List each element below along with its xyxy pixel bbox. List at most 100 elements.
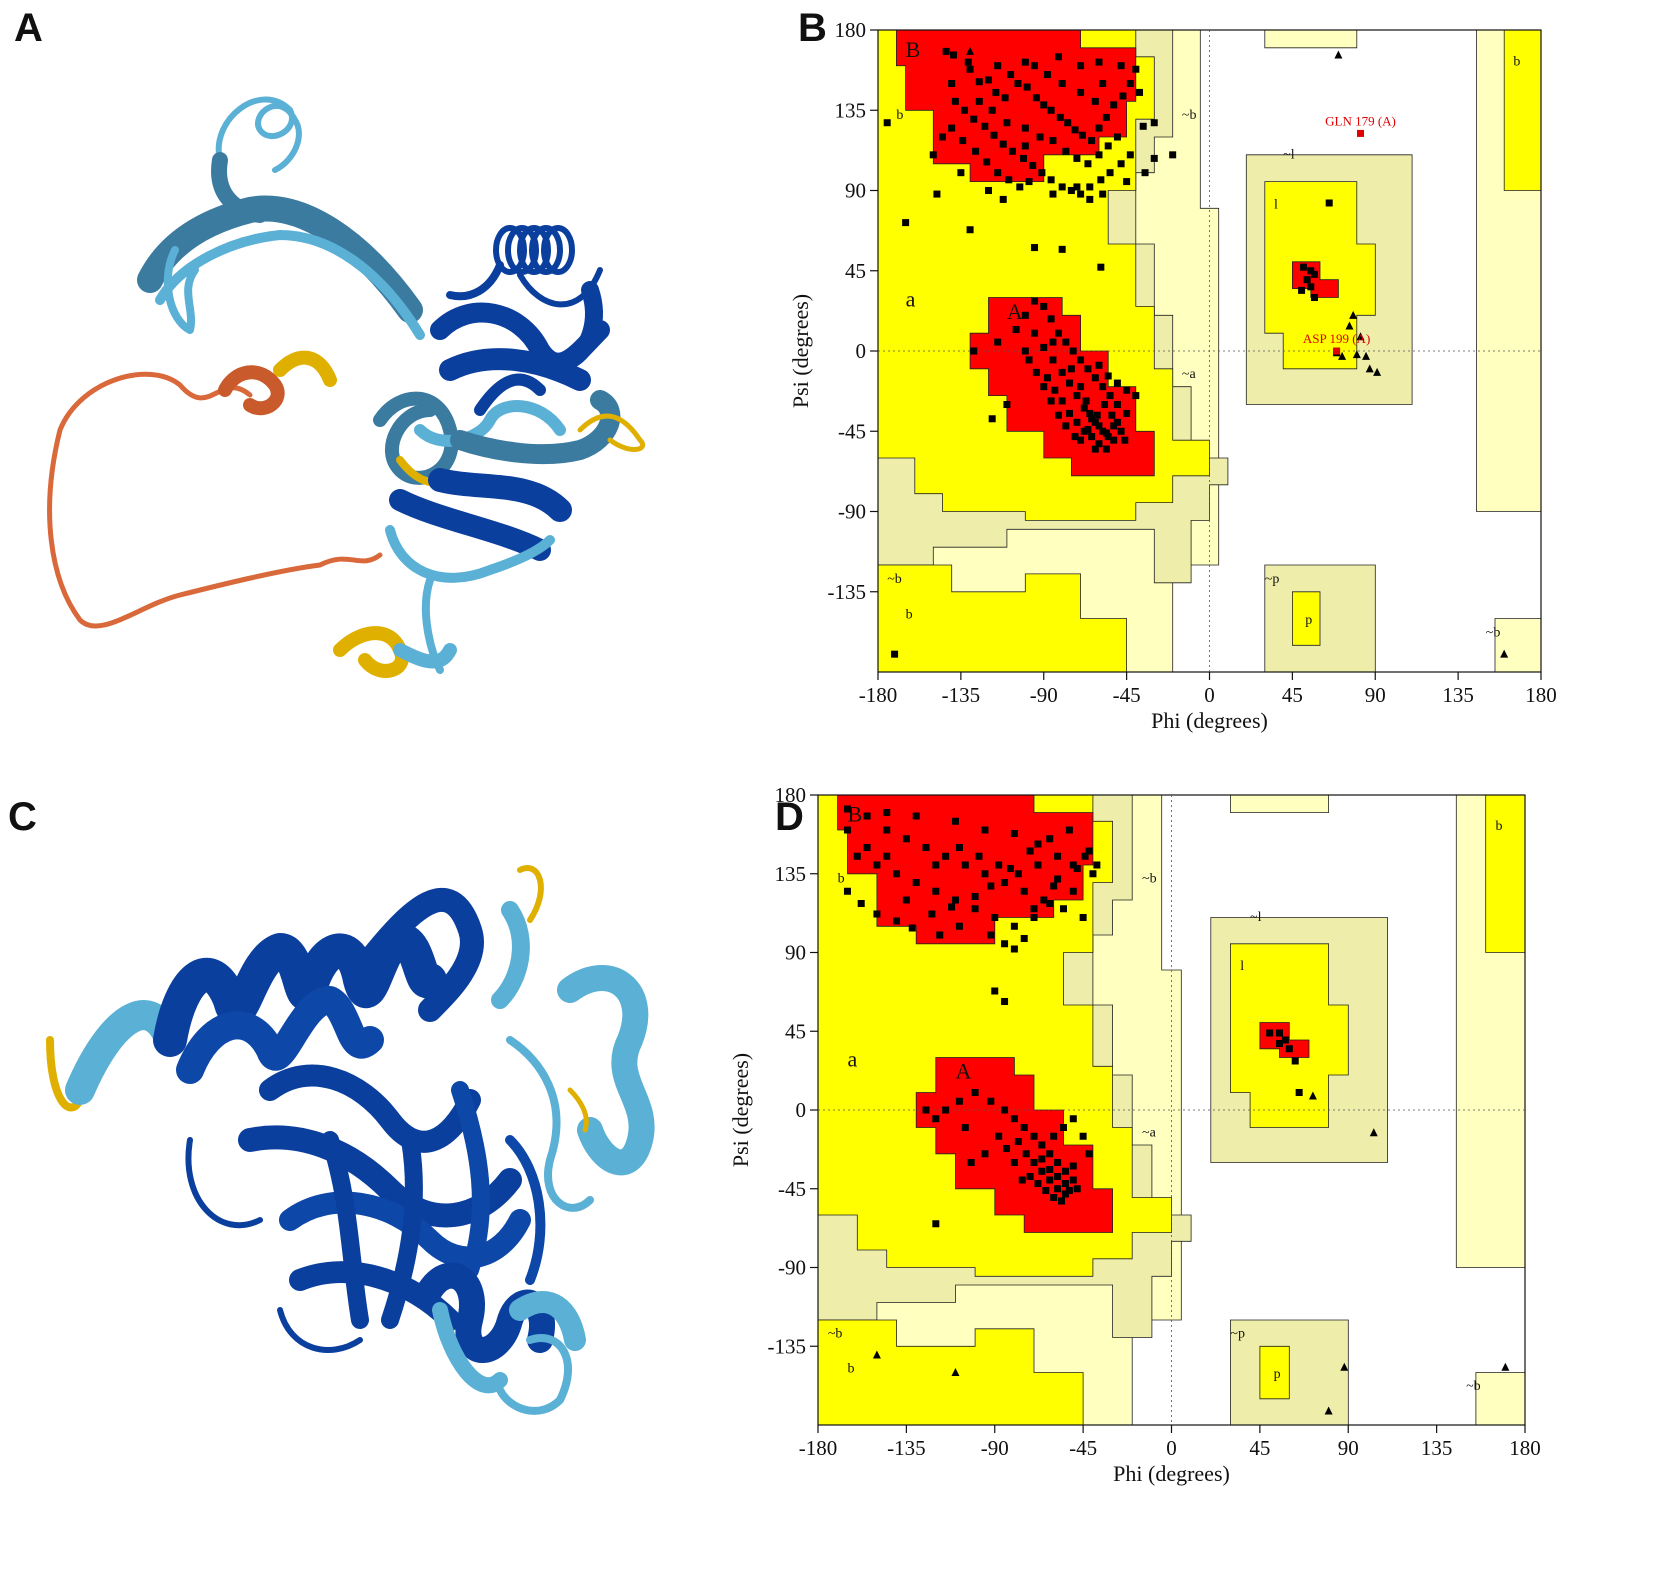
- residue-point-b-80: [1099, 190, 1107, 198]
- x-tick-label-b-0: -180: [859, 683, 898, 707]
- generous-light-region-b-2: [1494, 618, 1542, 673]
- protein-structure-a: [47, 96, 645, 678]
- residue-point-b-49: [994, 169, 1002, 177]
- residue-point-d-60: [902, 896, 910, 904]
- residue-point-d-18: [951, 896, 959, 904]
- residue-point-b-78: [1073, 183, 1081, 191]
- residue-point-b-30: [1008, 147, 1016, 155]
- residue-point-b-119: [1058, 368, 1066, 376]
- residue-point-b-161: [1040, 383, 1048, 391]
- glycine-point-d-6: [1501, 1362, 1510, 1371]
- residue-point-d-78: [1020, 1124, 1028, 1131]
- residue-point-b-41: [1117, 160, 1125, 168]
- residue-point-d-123: [1291, 1057, 1299, 1065]
- residue-point-b-65: [1113, 133, 1121, 141]
- residue-point-b-95: [933, 190, 941, 198]
- glycine-point-b-0: [966, 46, 975, 55]
- residue-point-d-65: [1010, 945, 1018, 953]
- allowed-region-d-3: [1230, 943, 1349, 1128]
- residue-point-d-40: [1081, 852, 1089, 860]
- x-tick-label-d-3: -45: [1069, 1436, 1097, 1460]
- residue-point-b-84: [1141, 169, 1149, 177]
- residue-point-b-172: [1303, 276, 1311, 284]
- residue-point-b-59: [1049, 137, 1057, 145]
- residue-point-d-35: [987, 882, 995, 890]
- residue-point-b-34: [1047, 176, 1055, 184]
- residue-point-b-154: [1113, 418, 1121, 426]
- residue-point-b-51: [1016, 183, 1024, 191]
- residue-point-b-176: [1307, 267, 1315, 275]
- residue-point-b-165: [1104, 372, 1112, 380]
- residue-point-b-19: [1102, 113, 1110, 121]
- region-label-b-9: b: [906, 608, 913, 623]
- residue-point-d-116: [932, 1115, 940, 1123]
- residue-point-b-103: [1021, 311, 1029, 319]
- residue-point-d-1: [863, 812, 871, 820]
- residue-point-d-13: [853, 852, 861, 860]
- residue-point-b-129: [1058, 397, 1066, 405]
- region-label-d-10: ~p: [1230, 1327, 1245, 1342]
- y-tick-label-d-4: 0: [796, 1098, 807, 1122]
- x-tick-label-b-2: -90: [1030, 683, 1058, 707]
- residue-point-b-174: [1298, 286, 1306, 294]
- residue-point-b-89: [994, 62, 1002, 70]
- residue-point-b-171: [1299, 263, 1307, 271]
- glycine-point-b-2: [1349, 310, 1358, 319]
- residue-point-b-18: [1095, 124, 1103, 132]
- region-label-b-7: ~a: [1182, 367, 1197, 382]
- residue-point-d-73: [955, 1097, 963, 1105]
- residue-point-b-43: [1139, 122, 1147, 130]
- residue-point-b-36: [1067, 187, 1075, 194]
- region-label-d-1: b: [838, 872, 845, 887]
- residue-point-b-75: [999, 195, 1007, 203]
- residue-point-b-25: [961, 106, 969, 114]
- glycine-point-b-9: [1338, 351, 1347, 360]
- region-label-d-5: a: [847, 1046, 857, 1071]
- residue-point-b-135: [1102, 445, 1110, 453]
- outlier-point-b-1: [1333, 347, 1341, 355]
- y-tick-label-b-0: 180: [835, 18, 867, 42]
- residue-point-b-56: [1003, 119, 1011, 127]
- residue-point-b-28: [990, 131, 998, 139]
- region-label-b-13: b: [1513, 55, 1520, 70]
- residue-point-b-105: [1040, 302, 1048, 310]
- residue-point-b-85: [957, 169, 965, 177]
- residue-point-b-24: [951, 97, 959, 105]
- region-label-d-3: ~l: [1250, 910, 1262, 925]
- residue-point-b-35: [1058, 183, 1066, 191]
- residue-point-b-93: [1095, 58, 1103, 66]
- glycine-point-d-4: [1308, 1091, 1317, 1100]
- residue-point-b-74: [985, 187, 992, 194]
- residue-point-d-4: [922, 844, 930, 851]
- residue-point-b-169: [1082, 397, 1090, 405]
- residue-point-b-159: [1054, 411, 1062, 419]
- residue-point-b-9: [1023, 83, 1031, 91]
- residue-point-b-70: [1091, 97, 1099, 105]
- residue-point-d-0: [843, 805, 851, 813]
- residue-point-d-121: [1276, 1029, 1284, 1037]
- residue-point-d-86: [1022, 1150, 1030, 1158]
- residue-point-d-33: [948, 903, 956, 911]
- core-region-b-1: [969, 297, 1155, 477]
- residue-point-d-41: [1089, 870, 1097, 878]
- residue-point-d-64: [1001, 940, 1009, 948]
- residue-point-d-59: [1069, 887, 1077, 895]
- residue-point-d-19: [971, 905, 979, 913]
- residue-point-b-26: [970, 115, 978, 123]
- glycine-point-b-8: [1373, 367, 1382, 376]
- residue-point-b-69: [1077, 88, 1085, 96]
- x-tick-label-d-0: -180: [799, 1436, 838, 1460]
- residue-point-d-14: [873, 861, 881, 869]
- residue-point-b-64: [1104, 142, 1112, 150]
- residue-point-b-42: [1126, 151, 1134, 159]
- panel-letter-a: A: [14, 6, 43, 50]
- x-tick-label-b-6: 90: [1365, 683, 1386, 707]
- residue-point-b-40: [1106, 169, 1114, 177]
- y-tick-label-d-7: -135: [768, 1334, 807, 1358]
- residue-point-d-29: [873, 910, 881, 918]
- residue-point-b-71: [1099, 80, 1107, 87]
- y-tick-label-b-7: -135: [828, 580, 867, 604]
- outlier-label-b-1: ASP 199 (A): [1303, 331, 1370, 346]
- residue-point-b-45: [948, 124, 956, 132]
- residue-point-b-107: [1054, 329, 1062, 337]
